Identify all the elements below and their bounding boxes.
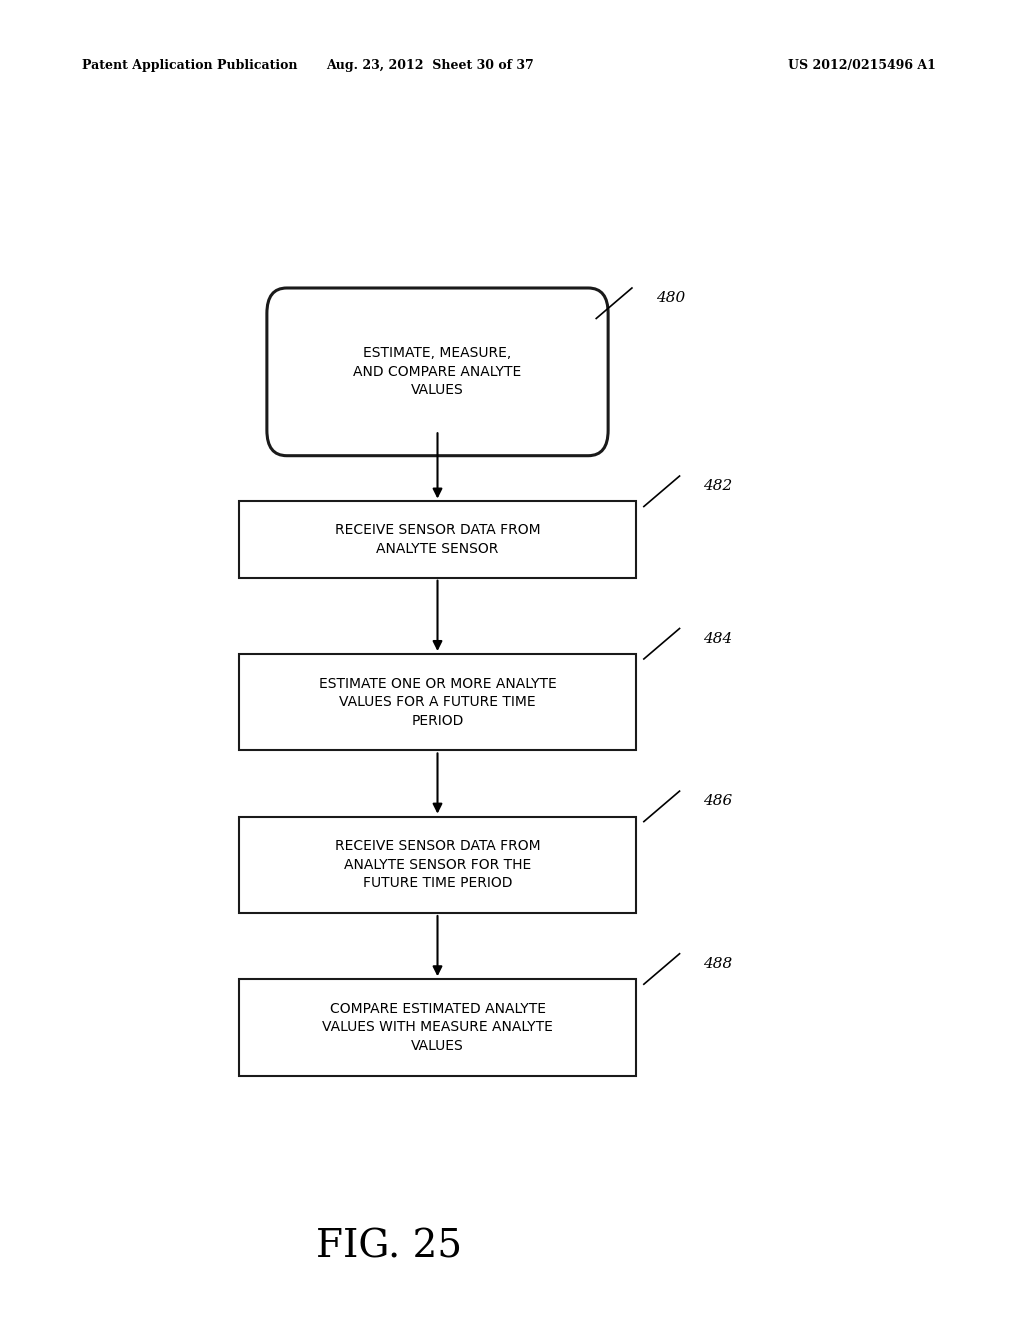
FancyBboxPatch shape — [240, 979, 636, 1076]
Text: ESTIMATE, MEASURE,
AND COMPARE ANALYTE
VALUES: ESTIMATE, MEASURE, AND COMPARE ANALYTE V… — [353, 346, 521, 397]
Text: RECEIVE SENSOR DATA FROM
ANALYTE SENSOR FOR THE
FUTURE TIME PERIOD: RECEIVE SENSOR DATA FROM ANALYTE SENSOR … — [335, 840, 541, 890]
FancyBboxPatch shape — [240, 817, 636, 913]
Text: 488: 488 — [703, 957, 732, 972]
Text: COMPARE ESTIMATED ANALYTE
VALUES WITH MEASURE ANALYTE
VALUES: COMPARE ESTIMATED ANALYTE VALUES WITH ME… — [323, 1002, 553, 1053]
Text: Patent Application Publication: Patent Application Publication — [82, 59, 297, 73]
Text: Aug. 23, 2012  Sheet 30 of 37: Aug. 23, 2012 Sheet 30 of 37 — [327, 59, 534, 73]
FancyBboxPatch shape — [240, 502, 636, 578]
Text: 480: 480 — [655, 292, 685, 305]
FancyBboxPatch shape — [267, 288, 608, 455]
Text: 482: 482 — [703, 479, 732, 494]
Text: 486: 486 — [703, 795, 732, 808]
Text: 484: 484 — [703, 632, 732, 645]
FancyBboxPatch shape — [240, 653, 636, 751]
Text: US 2012/0215496 A1: US 2012/0215496 A1 — [788, 59, 936, 73]
Text: RECEIVE SENSOR DATA FROM
ANALYTE SENSOR: RECEIVE SENSOR DATA FROM ANALYTE SENSOR — [335, 523, 541, 556]
Text: FIG. 25: FIG. 25 — [316, 1229, 462, 1266]
Text: ESTIMATE ONE OR MORE ANALYTE
VALUES FOR A FUTURE TIME
PERIOD: ESTIMATE ONE OR MORE ANALYTE VALUES FOR … — [318, 677, 556, 727]
